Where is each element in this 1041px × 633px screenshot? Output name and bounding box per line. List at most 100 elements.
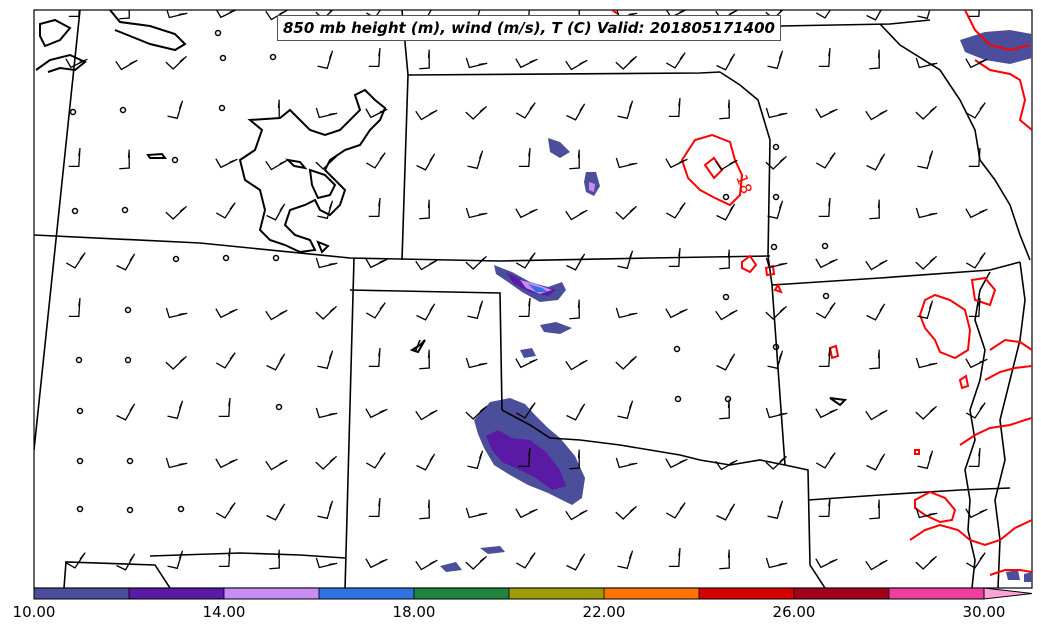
calm-wind-marker	[772, 193, 780, 201]
wind-barb	[65, 58, 88, 69]
wind-barb	[617, 250, 634, 270]
wind-barb	[266, 353, 286, 371]
wind-barb	[416, 153, 436, 171]
wind-barb	[566, 403, 586, 421]
wind-barb	[968, 147, 981, 168]
wind-barb	[115, 59, 138, 71]
colorbar-segment	[889, 588, 984, 599]
calm-wind-marker	[722, 293, 730, 301]
wind-barb	[915, 405, 938, 420]
calm-wind-marker	[126, 457, 134, 465]
wind-barb	[668, 97, 681, 118]
wind-barb	[869, 349, 880, 370]
wind-barb	[815, 558, 838, 569]
wind-barb	[215, 458, 238, 469]
calm-wind-marker	[214, 29, 222, 37]
wind-barb	[515, 58, 538, 69]
wind-barb	[765, 557, 788, 569]
wind-barb	[615, 505, 638, 520]
wind-barb	[917, 450, 934, 470]
wind-barb	[365, 152, 386, 169]
wind-barb	[617, 550, 634, 570]
wind-barb	[415, 109, 438, 121]
wind-barb	[965, 252, 986, 269]
wind-barb	[465, 105, 488, 120]
wind-barb	[65, 252, 86, 269]
wind-barb	[265, 309, 288, 321]
wind-barb	[915, 207, 938, 219]
calm-wind-marker	[124, 306, 132, 314]
wind-barb	[968, 10, 981, 18]
wind-barb	[165, 55, 188, 70]
colorbar-segment	[224, 588, 319, 599]
calm-wind-marker	[76, 407, 84, 415]
wind-barb	[917, 10, 934, 20]
wind-barb	[565, 59, 588, 71]
temperature-contours	[611, 10, 1032, 576]
wind-barb	[715, 159, 738, 171]
wind-barb	[815, 452, 836, 469]
wind-barb	[865, 259, 888, 271]
wind-barb	[518, 297, 531, 318]
wind-barb	[716, 53, 736, 71]
wind-barb	[515, 252, 536, 269]
calm-wind-marker	[222, 254, 230, 262]
wind-barb	[518, 147, 531, 168]
wind-barb	[368, 347, 381, 368]
wind-barb	[365, 302, 386, 319]
wind-barb	[315, 407, 338, 419]
calm-wind-marker	[822, 292, 830, 300]
wind-barb	[917, 150, 934, 170]
wind-barb	[315, 155, 338, 170]
wind-barb	[866, 453, 886, 471]
wind-barb	[317, 500, 334, 520]
wind-barb	[665, 202, 686, 219]
wind-barb	[965, 58, 988, 69]
colorbar-extend-arrow	[983, 587, 1033, 600]
colorbar-segment	[414, 588, 509, 599]
wind-barb	[715, 309, 738, 321]
wind-barb	[465, 207, 488, 219]
wind-barb	[266, 503, 286, 521]
wind-barb	[767, 500, 784, 520]
wind-barb	[668, 247, 681, 268]
map-title: 850 mb height (m), wind (m/s), T (C) Val…	[277, 15, 781, 41]
wind-barb	[467, 300, 484, 320]
calm-wind-marker	[821, 242, 829, 250]
wind-barb	[815, 258, 838, 269]
calm-wind-marker	[76, 505, 84, 513]
wind-barb	[915, 555, 938, 570]
wind-barb	[419, 499, 430, 520]
calm-wind-marker	[75, 356, 83, 364]
wind-barb	[615, 457, 638, 469]
wind-barb	[866, 303, 886, 321]
wind-barb	[167, 100, 184, 120]
wind-barb	[818, 197, 831, 218]
wind-barb	[315, 455, 338, 470]
wind-barb	[415, 409, 438, 421]
wind-barb	[716, 353, 736, 371]
colorbar-segment	[34, 588, 129, 599]
wind-barb	[315, 257, 338, 269]
wind-barb	[315, 557, 338, 569]
wind-barb	[815, 152, 836, 169]
wind-barb	[165, 355, 188, 370]
colorbar-tick-label: 26.00	[772, 603, 816, 621]
wind-barb	[165, 307, 188, 319]
wind-barb	[116, 253, 136, 271]
calm-wind-marker	[722, 193, 730, 201]
wind-barb	[465, 357, 488, 369]
wind-barb	[465, 555, 488, 570]
wind-barb	[68, 10, 81, 18]
wind-barb	[415, 259, 438, 271]
wind-barb	[965, 358, 988, 369]
wind-barb	[615, 55, 638, 70]
wind-barb	[818, 497, 831, 518]
calm-wind-marker	[124, 356, 132, 364]
wind-barb	[565, 359, 588, 371]
wind-barb	[167, 550, 184, 570]
wind-barb	[665, 52, 686, 69]
wind-barb	[465, 405, 488, 420]
wind-barb	[365, 452, 386, 469]
